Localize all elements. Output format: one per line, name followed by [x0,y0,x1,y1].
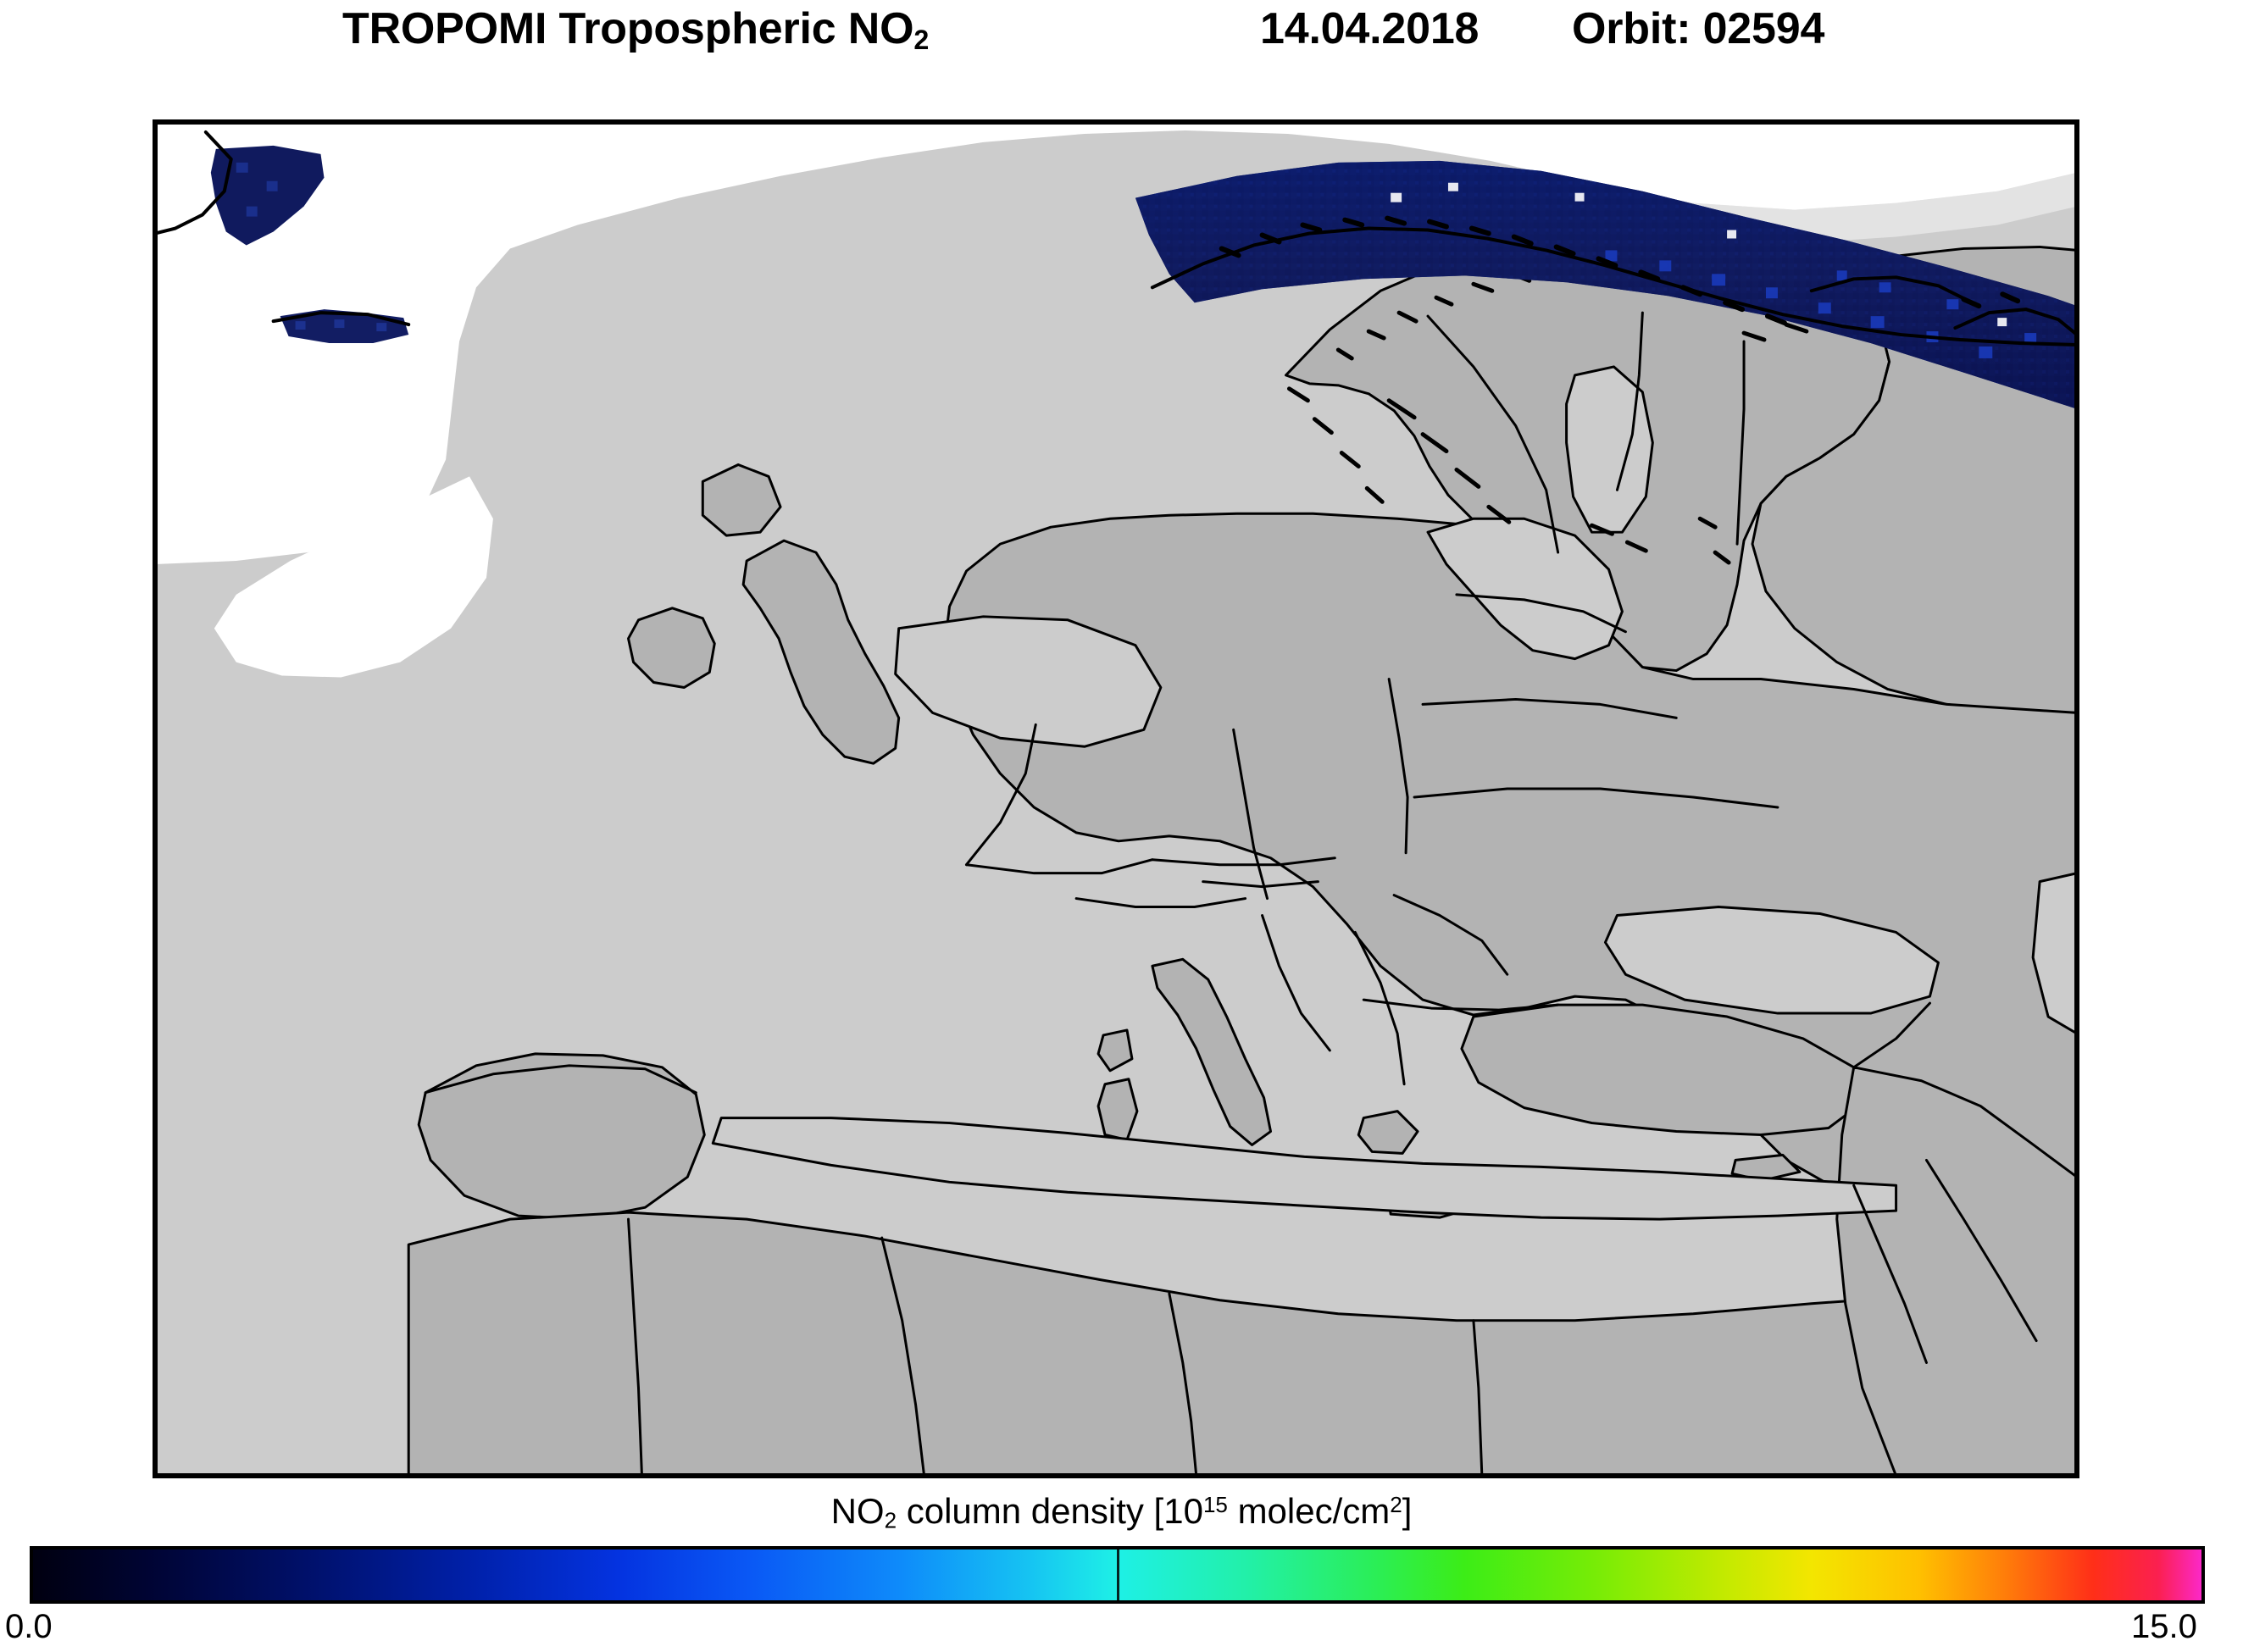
border-romania-bulgaria [1362,998,1560,1012]
coast-arctic-islands [1219,215,2021,326]
coast-greenland-edge [155,130,233,236]
border-alps [1074,897,1247,909]
sea-black-sea [1603,906,1940,1015]
no2-patch-greenland-speckle [236,162,278,217]
landmass-scotland-north [701,463,782,537]
landmass-italy [1151,957,1273,1146]
border-north-africa-2 [880,1236,926,1476]
landmass-great-britain [741,539,901,765]
border-germany-poland [1232,728,1269,901]
page-title: TROPOMI Tropospheric NO2 [342,4,930,56]
border-france-north [964,858,1154,875]
border-poland-east [1387,678,1409,855]
map-layers [155,122,2077,1476]
sea-gulf-of-bothnia [1565,365,1654,534]
border-ukraine-north [1413,787,1779,809]
border-egypt-libya [1472,1319,1484,1476]
colorbar-min-label: 0.0 [5,1608,53,1645]
border-czech-austria [1202,880,1319,889]
border-norway-sweden [1426,314,1560,554]
coast-kola-inlet [1809,275,1974,305]
no2-swath-layer [210,145,2077,409]
sea-caspian [2031,872,2077,1035]
landmass-iberia [417,1052,706,1221]
colorbar-max-label: 15.0 [2131,1608,2197,1645]
sea-north-sea [894,615,1163,748]
colorbar-caption: NO2 column density [1015 molec/cm2] [830,1491,1413,1533]
no2-swath-nodata-holes [1391,182,2007,327]
map-canvas [155,122,2077,1476]
coast-white-sea [1953,308,2077,337]
nodata-region-iceland-gap [214,476,493,678]
border-baltic-states [1455,593,1627,634]
border-levant-2 [1924,1158,2038,1343]
border-france-east [964,723,1037,867]
border-belarus [1421,697,1678,719]
border-germany-south [1151,856,1336,867]
landmass-ireland [627,607,716,689]
landmass-cyprus [1730,1153,1802,1182]
title-date: 14.04.2018 [1260,4,1480,53]
coast-iceland-north [271,311,411,327]
border-balkans-1 [1261,913,1331,1052]
landmass-corsica [1097,1028,1134,1073]
border-france-spain [424,1064,697,1095]
title-bar: TROPOMI Tropospheric NO2 14.04.2018 Orbi… [0,0,2243,68]
coast-arctic-norway [1150,226,2077,347]
nodata-region-main [155,122,2077,565]
border-balkans-2 [1353,930,1406,1086]
coastline-over-swath [155,130,2077,347]
map-panel [153,119,2079,1478]
landmass-north-africa [407,1211,2077,1476]
border-north-africa-1 [627,1217,643,1476]
border-north-africa-3 [1168,1292,1198,1476]
border-levant-1 [1852,1184,1928,1364]
map-frame [155,122,2077,1476]
no2-swath-bright-cells [1605,250,2037,358]
landmass-anatolia [1460,1003,1864,1137]
border-turkey-east [1852,1001,1931,1069]
border-layer [424,259,2077,1476]
sea-mediterranean [711,1117,1898,1221]
landmass-peloponnese [1357,1110,1419,1155]
colorbar-tick-middle [1117,1546,1119,1604]
border-russia-finland [1735,340,1746,546]
title-orbit: Orbit: 02594 [1572,4,1825,53]
landmass-sardinia [1097,1078,1139,1141]
no2-patch-iceland-speckle [295,319,387,332]
border-hungary-romania [1392,894,1509,976]
border-sweden-finland [1615,311,1644,491]
no2-swath-arctic-shade [1135,160,2077,409]
